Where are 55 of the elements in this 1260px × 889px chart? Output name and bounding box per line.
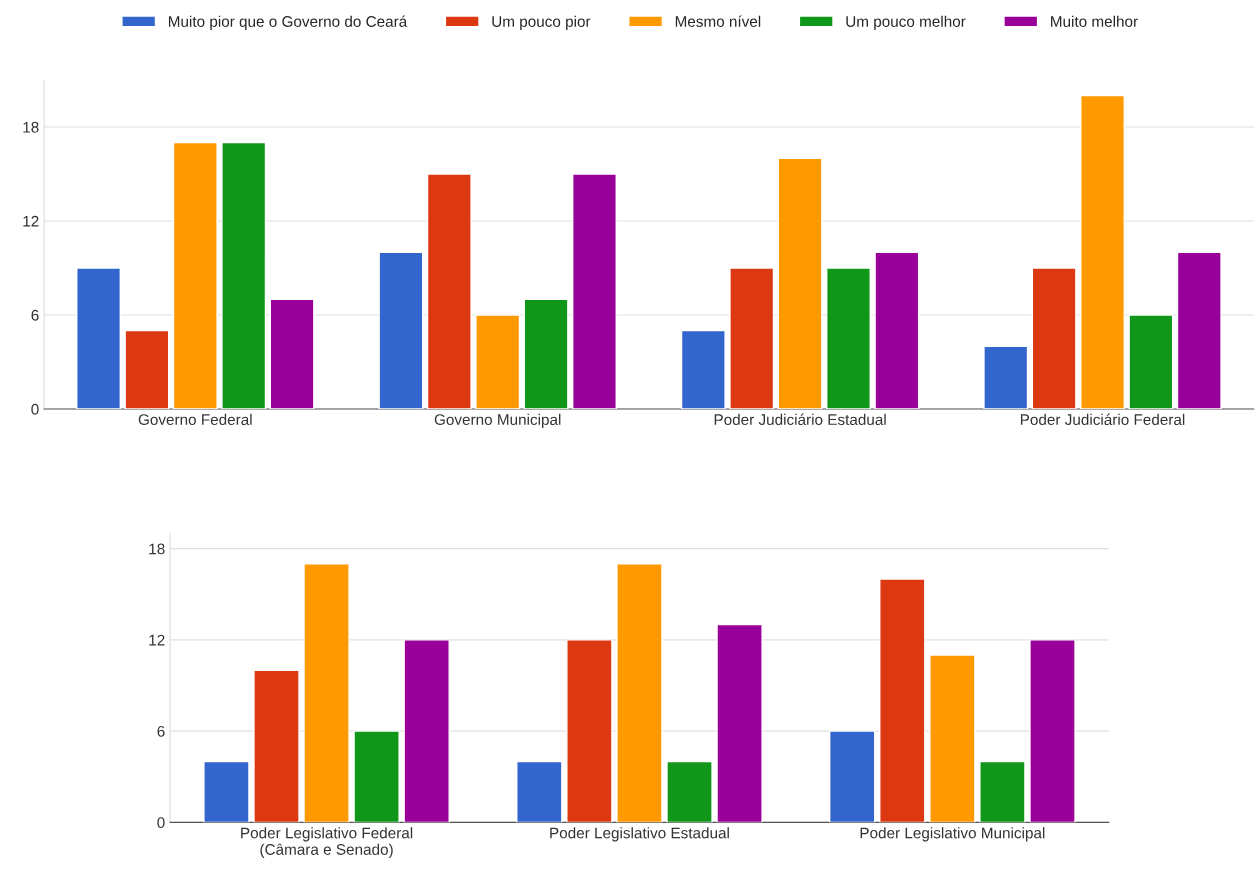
x-tick-label: Governo Municipal [434,413,561,429]
bar [403,639,450,823]
bar [124,329,170,409]
bar [1029,639,1076,823]
bar [76,267,121,409]
y-tick-label: 18 [149,543,165,555]
bar [516,760,563,823]
bar [874,251,920,409]
x-tick-label: Poder Legislativo Estadual [550,827,729,842]
x-tick-label: Poder Legislativo Municipal [860,827,1045,842]
y-tick-label: 12 [23,215,39,227]
bar [680,329,726,409]
legend-label: Um pouco melhor [846,15,966,30]
y-tick-label: 12 [149,634,165,646]
bar [172,141,218,409]
bar [616,563,663,823]
bar [879,578,926,823]
bar [203,760,250,823]
y-tick-label: 18 [23,121,39,133]
bar [929,654,976,823]
bar [1128,314,1174,409]
bar [1080,94,1125,409]
bar [729,267,775,409]
x-tick-label: Poder Legislativo Federal (Câmara e Senado) [241,827,413,858]
bar [221,141,267,409]
bar [826,267,871,409]
x-tick-label: Poder Judiciário Estadual [714,413,886,426]
bar [979,760,1026,823]
bar [303,563,350,823]
bar [1176,251,1222,409]
bar [269,298,315,409]
y-tick-label: 0 [157,817,165,829]
legend-label: Muito pior que o Governo do Ceará [168,15,408,30]
y-tick-label: 6 [31,309,39,321]
bar [253,669,300,823]
legend-label: Mesmo nível [675,15,761,27]
bar [1031,267,1077,409]
bar [666,760,713,823]
legend-label: Um pouco pior [492,15,591,30]
bar [716,623,763,823]
bar [378,251,424,409]
bar [426,173,472,409]
bar [572,173,617,409]
bar [475,314,521,409]
x-tick-label: Governo Federal [138,413,252,426]
x-tick-label: Poder Judiciário Federal [1020,413,1185,426]
y-tick-label: 0 [31,403,39,415]
bar [523,298,569,409]
bar [777,157,823,409]
bar [566,639,613,823]
bar [353,730,400,823]
legend-label: Muito melhor [1051,15,1138,27]
bar [828,730,876,823]
y-tick-label: 6 [157,725,165,737]
bar [983,345,1029,409]
